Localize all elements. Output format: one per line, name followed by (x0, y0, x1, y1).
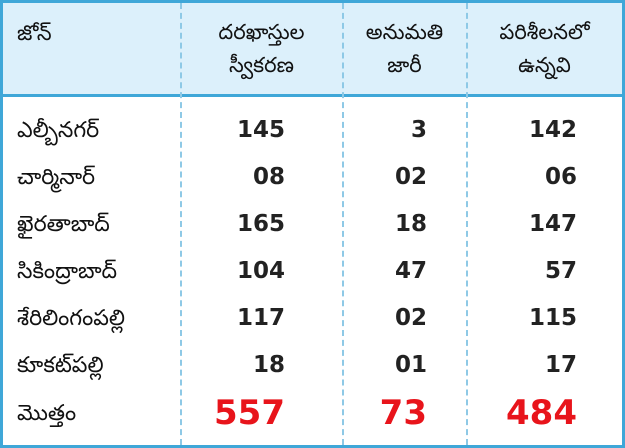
applications-value: 104 (236, 258, 285, 284)
total-applications-value: 557 (214, 393, 285, 433)
applications-value: 18 (252, 352, 285, 378)
pending-value: 06 (544, 164, 577, 190)
column-divider (342, 3, 344, 445)
header-permission-line2: జారీ (387, 52, 422, 77)
table-row: ఎల్బీనగర్ 145 3 142 (3, 107, 622, 154)
header-applications-line1: దరఖాస్తుల (218, 19, 305, 44)
table-row: కూకట్‌పల్లి 18 01 17 (3, 342, 622, 389)
table-row: చార్మినార్ 08 02 06 (3, 154, 622, 201)
header-zone-label: జోన్ (17, 21, 52, 45)
zone-name: ఖైరతాబాద్ (17, 212, 110, 237)
permission-value: 47 (394, 258, 427, 284)
table-row: ఖైరతాబాద్ 165 18 147 (3, 201, 622, 248)
applications-value: 165 (236, 211, 285, 237)
permission-value: 3 (410, 117, 427, 143)
table-row: శేరిలింగంపల్లి 117 02 115 (3, 295, 622, 342)
pending-value: 115 (528, 305, 577, 331)
applications-value: 08 (252, 164, 285, 190)
applications-value: 145 (236, 117, 285, 143)
pending-value: 57 (544, 258, 577, 284)
header-permission-line1: అనుమతి (365, 19, 444, 44)
zone-name: సికింద్రాబాద్ (17, 259, 118, 284)
column-divider (466, 3, 468, 445)
header-pending-line1: పరిశీలనలో (499, 19, 590, 44)
header-permission: అనుమతి జారీ (343, 3, 466, 94)
permission-value: 18 (394, 211, 427, 237)
header-pending: పరిశీలనలో ఉన్నవి (467, 3, 622, 94)
header-applications-line2: స్వీకరణ (229, 52, 294, 77)
header-applications: దరఖాస్తుల స్వీకరణ (181, 3, 342, 94)
pending-value: 142 (528, 117, 577, 143)
table-header (3, 3, 622, 97)
permission-value: 02 (394, 164, 427, 190)
pending-value: 147 (528, 211, 577, 237)
total-row: మొత్తం 557 73 484 (3, 390, 622, 437)
permission-value: 01 (394, 352, 427, 378)
pending-value: 17 (544, 352, 577, 378)
zone-name: ఎల్బీనగర్ (17, 118, 100, 143)
header-pending-line2: ఉన్నవి (518, 52, 571, 77)
table-row: సికింద్రాబాద్ 104 47 57 (3, 248, 622, 295)
zone-name: కూకట్‌పల్లి (17, 353, 104, 378)
permission-value: 02 (394, 305, 427, 331)
applications-value: 117 (236, 305, 285, 331)
zone-name: చార్మినార్ (17, 165, 96, 190)
total-pending-value: 484 (506, 393, 577, 433)
header-zone: జోన్ (17, 17, 52, 50)
zone-name: శేరిలింగంపల్లి (17, 306, 125, 331)
total-permission-value: 73 (379, 393, 427, 433)
total-label: మొత్తం (17, 401, 77, 426)
column-divider (180, 3, 182, 445)
